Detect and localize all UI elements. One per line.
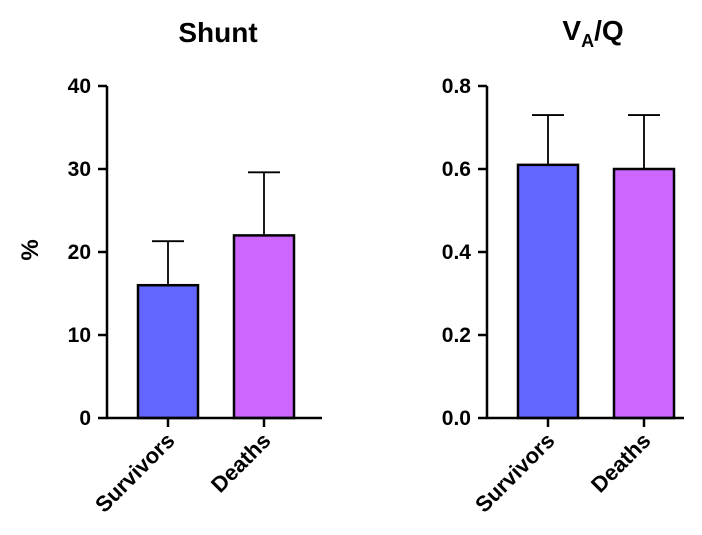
y-tick-label: 0.8 xyxy=(442,75,472,98)
x-tick-label: Deaths xyxy=(586,428,656,498)
x-tick-label: Survivors xyxy=(90,428,179,517)
chart-panel-2: VA/Q Survivors Deaths 0.0 0.2 0.4 0.6 0.8 xyxy=(442,15,684,517)
y-tick-label: 0 xyxy=(79,407,91,430)
x-tick-label: Survivors xyxy=(470,428,559,517)
x-tick-label: Deaths xyxy=(206,428,276,498)
y-tick-label: 30 xyxy=(68,158,91,181)
y-tick-label: 0.6 xyxy=(442,158,471,181)
chart-panel-1: Shunt% Survivors Deaths 0 10 20 30 40 xyxy=(17,17,322,517)
y-tick-label: 0.2 xyxy=(442,324,471,347)
y-tick-label: 0.0 xyxy=(442,407,471,430)
y-tick-label: 40 xyxy=(68,75,91,98)
y-tick-label: 10 xyxy=(68,324,91,347)
y-axis-label: % xyxy=(17,239,44,260)
bar-survivors xyxy=(136,283,200,420)
y-tick-label: 0.4 xyxy=(442,241,472,264)
bar-deaths xyxy=(232,234,296,420)
chart-title: VA/Q xyxy=(562,15,623,51)
bar-deaths xyxy=(612,167,676,420)
chart-title: Shunt xyxy=(178,17,257,48)
bar-survivors xyxy=(516,163,580,420)
y-tick-label: 20 xyxy=(68,241,91,264)
